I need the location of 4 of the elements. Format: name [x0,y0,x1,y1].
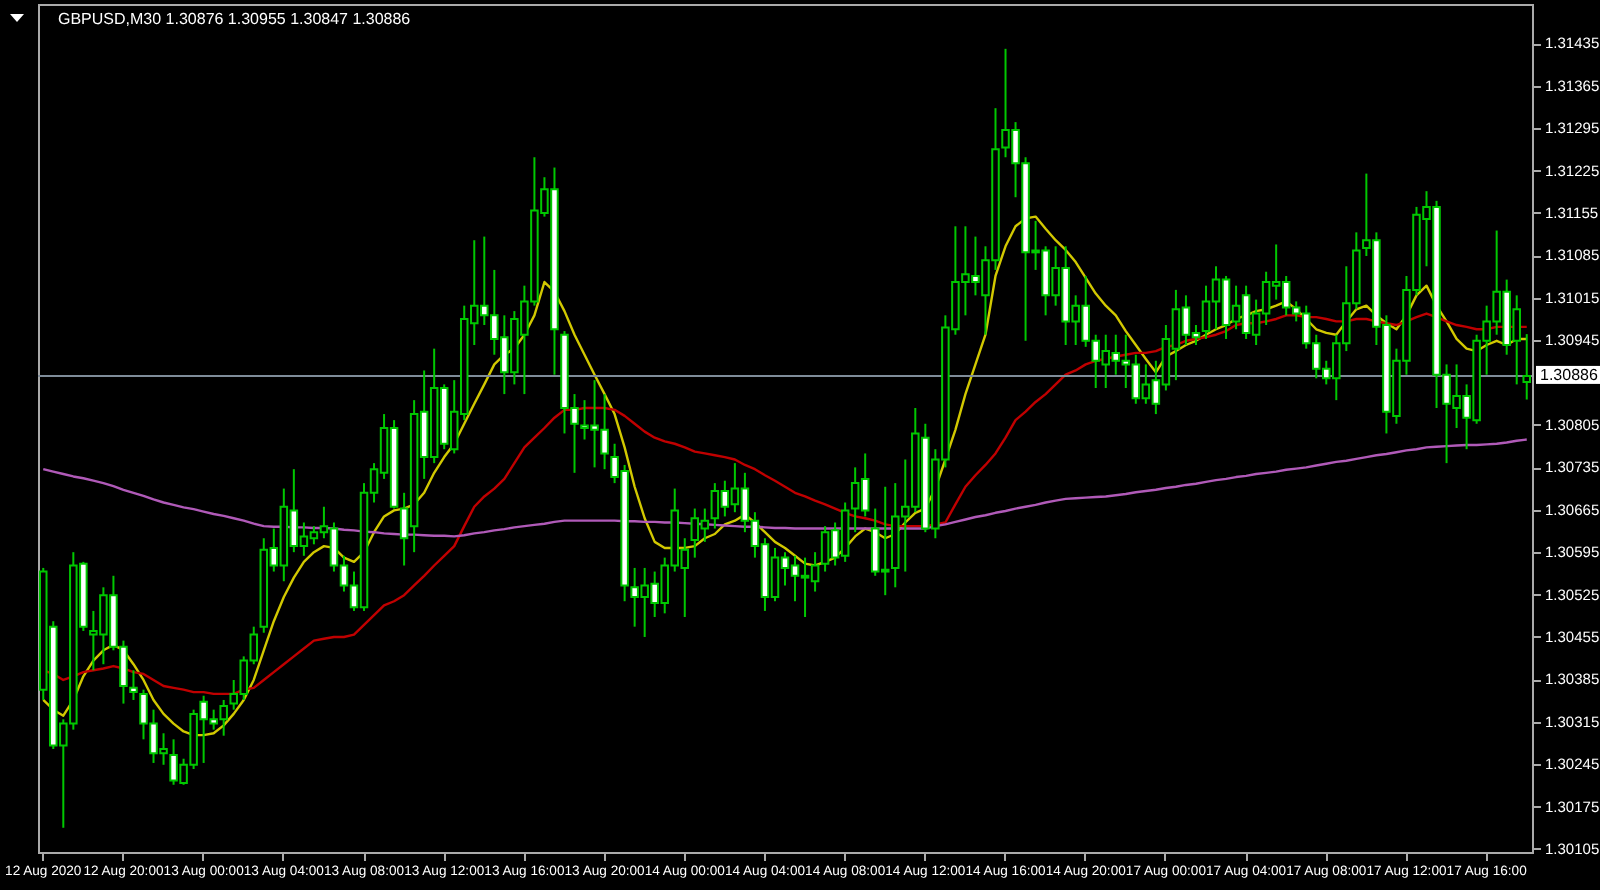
candlestick [1522,333,1531,401]
candlestick [129,669,138,701]
chart-title: GBPUSD,M30 1.30876 1.30955 1.30847 1.30886 [58,10,412,28]
line-series [42,215,1528,737]
